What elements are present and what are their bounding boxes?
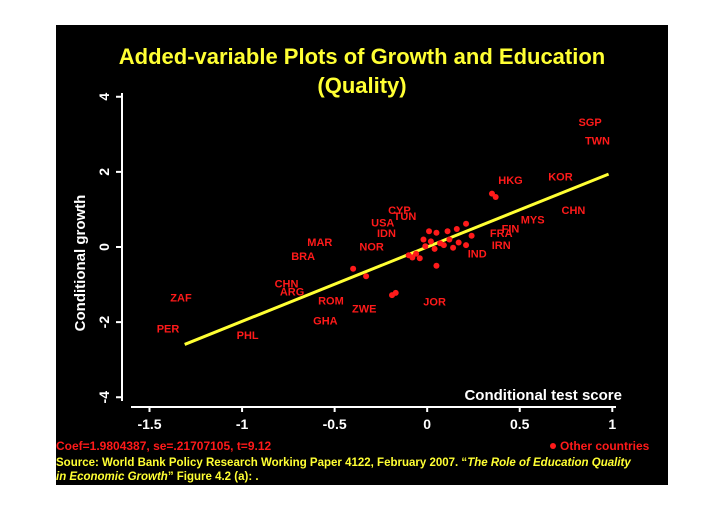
country-point-label: FIN: [502, 224, 520, 236]
country-point-label: ZAF: [170, 293, 192, 305]
country-point-label: BRA: [291, 251, 315, 263]
y-tick-label: 2: [96, 168, 112, 176]
data-point: [420, 236, 427, 243]
data-point: [468, 232, 475, 239]
data-point: [427, 238, 434, 245]
x-tick-label: 1: [608, 416, 616, 432]
data-point: [413, 250, 420, 257]
country-point-label: HKG: [498, 175, 522, 187]
country-point-label: SGP: [578, 117, 601, 129]
y-tick-label: -4: [96, 391, 112, 404]
source-prefix: Source: World Bank Policy Research Worki…: [56, 457, 468, 469]
legend-marker: [550, 443, 556, 449]
data-points: [350, 190, 499, 299]
data-point: [450, 244, 457, 251]
chart-subtitle: (Quality): [317, 73, 406, 98]
country-point-label: IRN: [492, 240, 511, 252]
data-point: [405, 252, 412, 259]
data-point: [431, 245, 438, 252]
data-point: [389, 292, 396, 299]
source-title-italic-cont: in Economic Growth: [56, 471, 168, 483]
country-point-label: FRA: [490, 228, 513, 240]
fit-line: [184, 172, 610, 346]
data-point: [444, 228, 451, 235]
data-point: [453, 225, 460, 232]
stats-text: Coef=1.9804387, se=.21707105, t=9.12: [56, 439, 272, 453]
data-point: [463, 220, 470, 227]
data-point: [426, 228, 433, 235]
country-point-label: PHL: [237, 330, 259, 342]
y-tick-label: 4: [96, 93, 112, 101]
country-point-label: CHN: [275, 278, 299, 290]
country-point-label: TUN: [394, 211, 417, 223]
y-axis-label: Conditional growth: [72, 195, 89, 332]
country-point-label: IND: [468, 248, 487, 260]
country-point-label: MYS: [521, 215, 545, 227]
country-point-label: TWN: [585, 136, 610, 148]
x-axis-label: Conditional test score: [464, 387, 622, 404]
country-point-label: NOR: [359, 241, 384, 253]
data-point: [446, 236, 453, 243]
country-point-label: PER: [157, 324, 180, 336]
legend-label: Other countries: [560, 439, 650, 453]
y-tick-label: -2: [96, 316, 112, 329]
data-point: [440, 242, 447, 249]
data-point: [492, 194, 499, 201]
x-tick-label: -1: [236, 416, 249, 432]
scatter-chart: Added-variable Plots of Growth and Educa…: [56, 44, 650, 453]
y-axis-ticks: -4 -2 0 2 4: [96, 93, 122, 404]
country-point-label: ZWE: [352, 304, 376, 316]
chart-slide: Added-variable Plots of Growth and Educa…: [56, 25, 668, 485]
data-point: [416, 255, 423, 262]
country-point-label: ARG: [280, 287, 304, 299]
country-point-label: GHA: [313, 315, 338, 327]
data-point: [363, 273, 370, 280]
data-point: [350, 265, 357, 272]
source-line-2: in Economic Growth” Figure 4.2 (a): .: [56, 470, 668, 484]
country-point-label: USA: [371, 218, 394, 230]
source-suffix: ” Figure 4.2 (a): .: [167, 471, 259, 483]
source-note: Source: World Bank Policy Research Worki…: [56, 456, 668, 484]
x-tick-label: -1.5: [137, 416, 161, 432]
country-point-label: CHN: [562, 205, 586, 217]
x-axis-ticks: -1.5 -1 -0.5 0 0.5 1: [137, 407, 616, 432]
x-tick-label: -0.5: [323, 416, 347, 432]
country-point-label: CYP: [388, 205, 411, 217]
data-point: [433, 229, 440, 236]
data-point: [433, 262, 440, 269]
country-point-label: KOR: [548, 171, 573, 183]
source-title-italic: The Role of Education Quality: [467, 457, 631, 469]
data-point: [455, 239, 462, 246]
country-point-label: JOR: [423, 296, 446, 308]
country-point-label: MAR: [307, 237, 332, 249]
x-tick-label: 0: [423, 416, 431, 432]
x-tick-label: 0.5: [510, 416, 530, 432]
y-tick-label: 0: [96, 243, 112, 251]
country-point-label: IDN: [377, 228, 396, 240]
data-point: [463, 242, 470, 249]
country-point-label: ROM: [318, 295, 344, 307]
chart-title: Added-variable Plots of Growth and Educa…: [119, 44, 605, 69]
source-line-1: Source: World Bank Policy Research Worki…: [56, 456, 668, 470]
data-point: [422, 243, 429, 250]
